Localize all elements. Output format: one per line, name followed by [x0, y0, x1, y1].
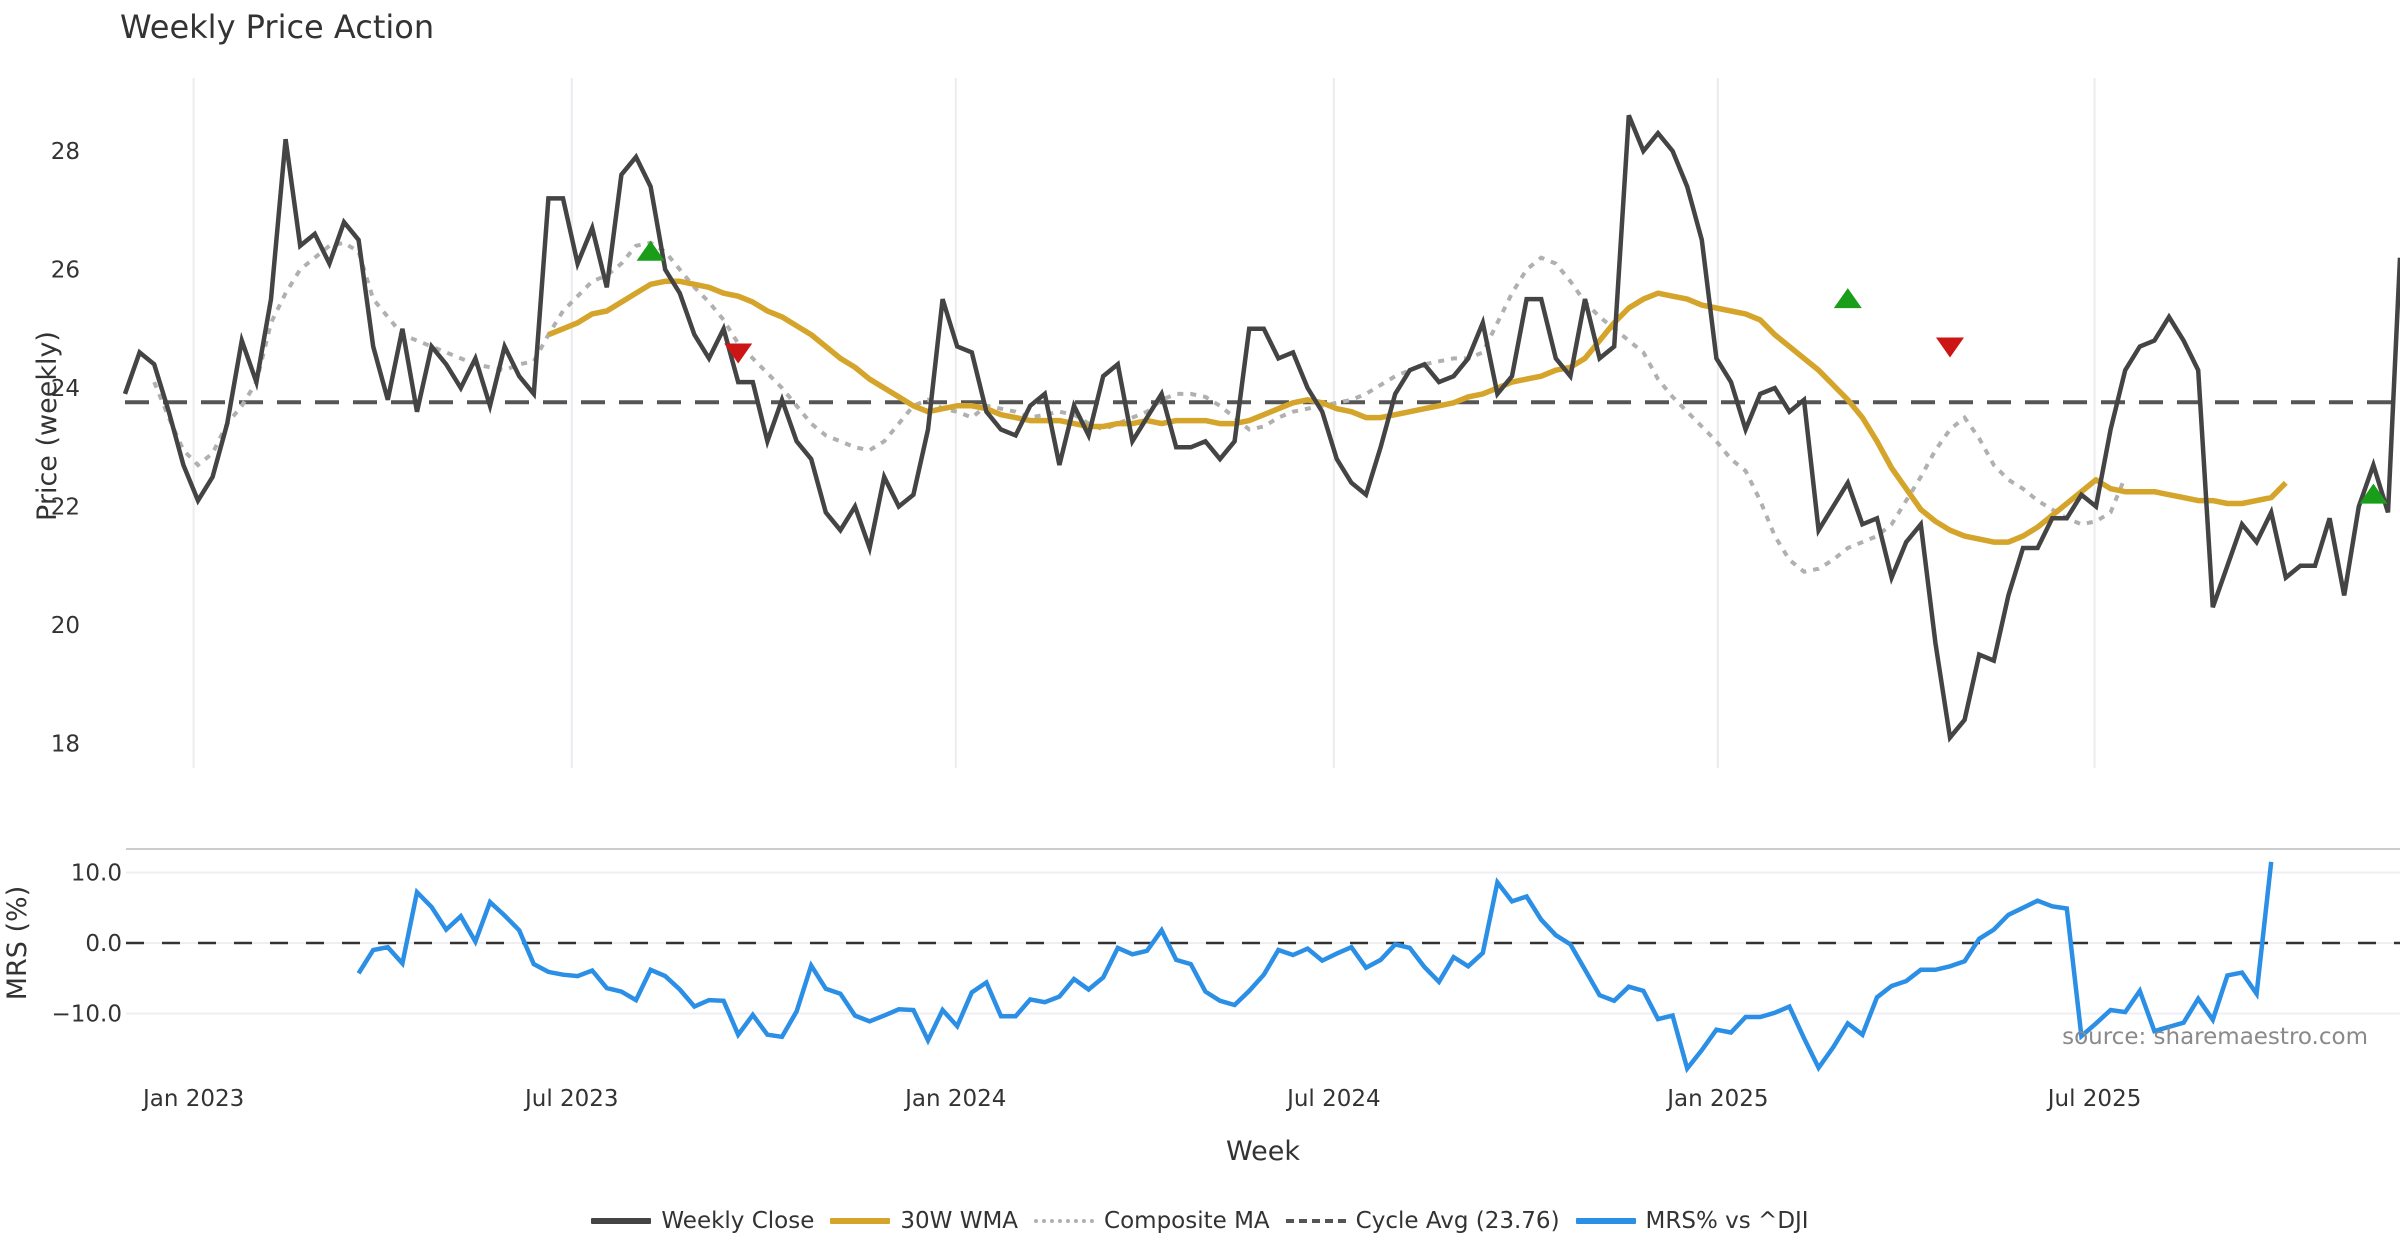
price-lines [122, 114, 2400, 743]
x-ticks: Jan 2023 Jul 2023 Jan 2024 Jul 2024 Jan 2025… [141, 1086, 2141, 1112]
x-tick-label: Jan 2024 [903, 1086, 1006, 1112]
mrs-line [356, 861, 2274, 1074]
mrs-y-axis-label: MRS (%) [2, 886, 33, 1001]
mrs-y-tick-label: 10.0 [71, 861, 122, 887]
mrs-y-tick-label: 0.0 [85, 931, 122, 957]
sell-signal-marker [724, 343, 753, 364]
legend-label: MRS% vs ^DJI [1645, 1208, 1809, 1234]
price-y-axis-label: Price (weekly) [32, 331, 63, 521]
legend-label: Weekly Close [661, 1208, 815, 1234]
mrs-horizontal-grid [126, 871, 2400, 1015]
legend: Weekly Close 30W WMA Composite MA Cycle … [0, 1208, 2400, 1234]
legend-item-mrs[interactable]: MRS% vs ^DJI [1575, 1208, 1809, 1234]
chart-svg: Weekly Price Action 18 20 22 24 26 28 Price (… [2, 8, 2400, 1167]
buy-signal-marker [1833, 288, 1862, 309]
y-tick-label: 28 [51, 139, 80, 165]
mrs-y-ticks: −10.0 0.0 10.0 [52, 861, 122, 1028]
legend-item-weekly-close[interactable]: Weekly Close [591, 1208, 814, 1234]
x-tick-label: Jul 2024 [1285, 1086, 1381, 1112]
legend-swatch-mrs [1575, 1218, 1636, 1224]
y-tick-label: 26 [51, 258, 80, 284]
mrs-y-tick-label: −10.0 [52, 1002, 122, 1028]
legend-label: Cycle Avg (23.76) [1355, 1208, 1560, 1234]
legend-item-composite-ma[interactable]: Composite MA [1034, 1208, 1270, 1234]
sell-signal-marker [1936, 337, 1964, 358]
legend-item-30w-wma[interactable]: 30W WMA [830, 1208, 1018, 1234]
x-tick-label: Jul 2025 [2046, 1086, 2142, 1112]
legend-item-cycle-avg[interactable]: Cycle Avg (23.76) [1285, 1208, 1560, 1234]
buy-signal-marker [2359, 483, 2388, 504]
y-tick-label: 24 [51, 376, 80, 402]
wma-30w-line [547, 278, 2288, 545]
legend-swatch-cycle-avg [1285, 1219, 1346, 1223]
weekly-close-line [122, 114, 2400, 743]
y-tick-label: 20 [51, 613, 80, 639]
legend-label: Composite MA [1104, 1208, 1270, 1234]
source-annotation: source: sharemaestro.com [2062, 1024, 2368, 1050]
chart-title: Weekly Price Action [120, 8, 434, 46]
mrs-lines [126, 861, 2400, 1074]
x-tick-label: Jan 2025 [1665, 1086, 1768, 1112]
y-tick-label: 18 [51, 732, 80, 758]
buy-signal-marker [636, 240, 665, 261]
legend-swatch-30w-wma [830, 1218, 891, 1224]
signal-markers [636, 240, 2388, 504]
composite-ma-line [152, 240, 2128, 574]
x-tick-label: Jan 2023 [141, 1086, 244, 1112]
price-vertical-grid [192, 78, 2096, 768]
legend-swatch-composite-ma [1034, 1219, 1095, 1223]
x-axis-label: Week [1226, 1136, 1300, 1167]
price-y-ticks: 18 20 22 24 26 28 [51, 139, 80, 758]
legend-swatch-weekly-close [591, 1218, 652, 1224]
legend-label: 30W WMA [900, 1208, 1019, 1234]
x-tick-label: Jul 2023 [523, 1086, 619, 1112]
y-tick-label: 22 [51, 495, 80, 521]
